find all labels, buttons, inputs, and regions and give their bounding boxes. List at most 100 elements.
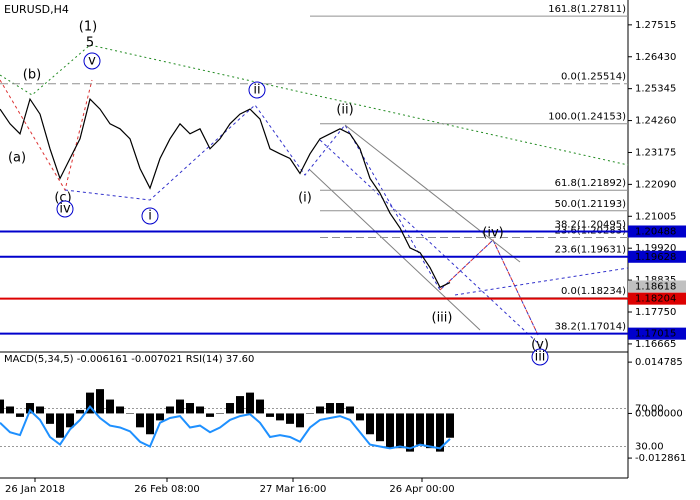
wave-label: (a)	[8, 151, 26, 166]
wave-circle	[248, 81, 266, 99]
fib-label: 100.0(1.24153)	[548, 112, 626, 123]
macd-bar	[286, 413, 294, 424]
macd-bar	[396, 413, 404, 449]
y-tick-label: 1.24260	[635, 116, 676, 127]
wave-label: (i)	[298, 191, 312, 206]
x-tick-label: 26 Feb 08:00	[134, 484, 200, 495]
y2-tick-label: 30.00	[635, 442, 664, 453]
wave-line	[64, 104, 539, 336]
y-tick-label: 1.22090	[635, 179, 676, 190]
macd-bar	[446, 413, 454, 438]
macd-bar	[406, 413, 414, 452]
rsi-line	[0, 405, 451, 450]
macd-bar	[206, 413, 214, 417]
trend-line	[0, 44, 629, 166]
macd-bar	[426, 413, 434, 449]
fib-label: 161.8(1.27811)	[548, 4, 626, 15]
macd-bar	[76, 409, 84, 414]
y-tick-label: 1.16665	[635, 339, 676, 350]
price-badge-label: 1.18618	[635, 281, 676, 292]
macd-bar	[256, 399, 264, 414]
macd-bar	[186, 403, 194, 414]
price-badge	[628, 225, 686, 238]
wave-circle	[83, 52, 101, 70]
fib-label: 38.2(1.17014)	[555, 322, 627, 333]
wave-circle	[531, 348, 549, 366]
fib-label: 0.0(1.25514)	[561, 72, 626, 83]
fib-label: 50.0(1.21193)	[555, 199, 627, 210]
wave-label: (b)	[23, 68, 41, 83]
price-badge-label: 1.20488	[635, 226, 676, 237]
wave-label: (1)	[79, 20, 97, 35]
macd-bar	[196, 406, 204, 414]
fib-label: 38.2(1.20495)	[555, 219, 627, 230]
macd-bar	[336, 403, 344, 414]
macd-bar	[416, 413, 424, 445]
macd-bar	[306, 413, 314, 414]
macd-bar	[246, 392, 254, 414]
macd-bar	[216, 413, 224, 414]
macd-bar	[126, 413, 134, 414]
price-line	[0, 97, 451, 289]
wave-line	[439, 239, 539, 336]
macd-bar	[316, 406, 324, 414]
wave-label: v	[88, 54, 96, 69]
macd-bar	[236, 396, 244, 414]
price-badge	[628, 280, 686, 293]
y-tick-label: 1.17750	[635, 307, 676, 318]
macd-bar	[346, 406, 354, 414]
chart-title: EURUSD,H4	[4, 3, 69, 16]
channel-line	[454, 267, 629, 296]
macd-bar	[56, 413, 64, 438]
x-tick-label: 26 Apr 00:00	[389, 484, 454, 495]
macd-bar	[436, 413, 444, 452]
fib-label: 23.6(1.19631)	[555, 245, 627, 256]
macd-bar	[156, 413, 164, 421]
price-badge	[628, 250, 686, 263]
y-tick-label: 1.23175	[635, 147, 676, 158]
y-tick-label: 0.000000	[635, 408, 683, 419]
macd-bar	[116, 406, 124, 414]
x-tick-label: 26 Jan 2018	[5, 484, 65, 495]
price-badge-label: 1.17015	[635, 329, 676, 340]
x-tick-label: 27 Mar 16:00	[260, 484, 327, 495]
macd-bar	[46, 413, 54, 424]
y2-tick-label: 70.00	[635, 404, 664, 415]
macd-bar	[276, 413, 284, 421]
wave-label: iii	[535, 350, 546, 365]
macd-bar	[356, 413, 364, 421]
macd-bar	[66, 413, 74, 428]
wave-label: i	[148, 209, 152, 224]
macd-bar	[36, 406, 44, 414]
fib-label: 0.0(1.18234)	[561, 286, 626, 297]
wave-circle	[56, 200, 74, 218]
wave-label: (ii)	[336, 103, 353, 118]
y-tick-label: 1.19920	[635, 243, 676, 254]
price-badge	[628, 327, 686, 340]
y-tick-label: 1.27515	[635, 20, 676, 31]
fib-label: 61.8(1.21892)	[555, 178, 627, 189]
price-badge-label: 1.19628	[635, 252, 676, 263]
price-badge	[628, 292, 686, 305]
macd-bar	[96, 389, 104, 414]
macd-bar	[86, 392, 94, 414]
macd-bar	[16, 413, 24, 417]
channel-line	[309, 169, 481, 331]
y-tick-label: 1.26430	[635, 52, 676, 63]
macd-bar	[266, 413, 274, 417]
wave-label: (v)	[531, 338, 549, 353]
macd-bar	[26, 403, 34, 414]
macd-bar	[136, 413, 144, 428]
macd-bar	[6, 406, 14, 414]
macd-bar	[366, 413, 374, 435]
channel-line	[319, 139, 541, 346]
macd-bar	[106, 399, 114, 414]
wave-label: (iv)	[482, 226, 503, 241]
wave-label: ii	[253, 83, 260, 98]
macd-bar	[0, 399, 4, 414]
y-tick-label: 0.014785	[635, 357, 683, 368]
macd-bar	[376, 413, 384, 442]
y-tick-label: -0.012861	[635, 453, 686, 464]
macd-bar	[296, 413, 304, 428]
